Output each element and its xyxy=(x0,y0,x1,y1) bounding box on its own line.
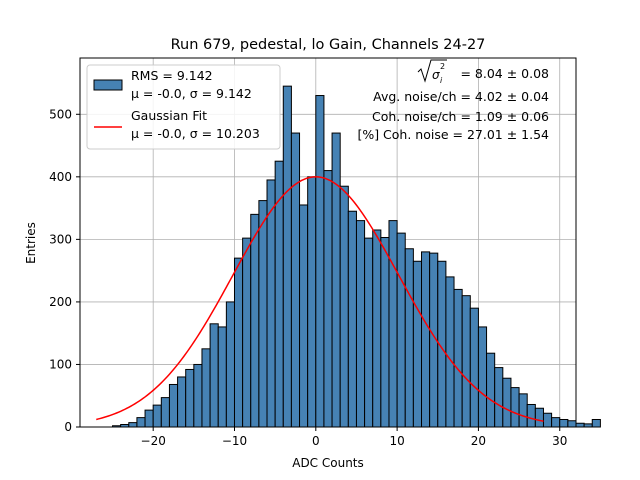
histogram-bar xyxy=(201,348,211,428)
gaussian-fit-curve xyxy=(96,176,544,422)
y-tick-label: 0 xyxy=(64,420,72,434)
histogram-bar xyxy=(364,237,374,428)
svg-text:2: 2 xyxy=(440,62,445,71)
histogram-bar xyxy=(217,326,227,428)
chart-title: Run 679, pedestal, lo Gain, Channels 24-… xyxy=(171,37,486,53)
histogram-bar xyxy=(225,301,235,428)
histogram-bar xyxy=(575,422,585,428)
histogram-bar xyxy=(242,237,252,428)
histogram-bar xyxy=(372,229,382,428)
legend-fit-line2: μ = -0.0, σ = 10.203 xyxy=(131,126,260,141)
plot-frame xyxy=(79,57,577,428)
histogram-bars xyxy=(112,85,601,428)
legend-fit-line1: Gaussian Fit xyxy=(131,108,207,123)
histogram-bar xyxy=(445,276,455,428)
histogram-bar xyxy=(250,213,260,428)
histogram-bar xyxy=(209,323,219,428)
histogram-bar xyxy=(128,422,138,428)
histogram-bar xyxy=(453,288,463,428)
histogram-bar xyxy=(331,132,341,428)
histogram-bar xyxy=(282,85,292,428)
histogram-bar xyxy=(412,260,423,428)
legend: RMS = 9.142 μ = -0.0, σ = 9.142 Gaussian… xyxy=(86,64,281,150)
x-tick-label: 0 xyxy=(312,434,320,448)
svg-text:i: i xyxy=(440,76,443,85)
histogram-bar xyxy=(144,409,154,428)
histogram-bar xyxy=(542,412,553,428)
histogram-bar xyxy=(339,185,349,428)
y-tick-label: 300 xyxy=(49,232,72,246)
histogram-bar xyxy=(307,176,317,428)
histogram-bar xyxy=(323,170,333,428)
histogram-bar xyxy=(534,407,544,428)
x-axis-ticks: −20 −10 0 10 20 30 xyxy=(141,427,567,448)
histogram-bar xyxy=(404,248,414,428)
histogram-bar xyxy=(380,236,390,428)
y-tick-label: 200 xyxy=(49,295,72,309)
histogram-bar xyxy=(551,417,561,428)
histogram-bar xyxy=(486,352,496,428)
histogram-bar xyxy=(299,204,309,428)
histogram-bar xyxy=(347,210,357,428)
histogram-bar xyxy=(233,257,244,428)
svg-text:σ: σ xyxy=(432,68,440,82)
histogram-bar xyxy=(559,418,569,428)
x-tick-label: 20 xyxy=(471,434,486,448)
y-tick-label: 400 xyxy=(49,170,72,184)
histogram-bar xyxy=(136,417,146,428)
x-tick-label: 30 xyxy=(552,434,567,448)
histogram-bar xyxy=(583,423,593,428)
y-axis-label: Entries xyxy=(24,222,38,264)
histogram-bar xyxy=(510,387,520,428)
histogram-bar xyxy=(567,420,577,428)
annotation-sqrt-value: = 8.04 ± 0.08 xyxy=(460,66,549,81)
histogram-bar xyxy=(421,251,431,428)
histogram-bar xyxy=(355,220,366,428)
x-axis-label: ADC Counts xyxy=(292,456,364,470)
histogram-bar xyxy=(168,383,179,428)
histogram-bar xyxy=(494,367,504,428)
legend-histogram-line2: μ = -0.0, σ = 9.142 xyxy=(131,86,252,101)
histogram-bar xyxy=(502,377,512,428)
y-tick-label: 500 xyxy=(49,107,72,121)
histogram-bar xyxy=(185,368,195,428)
histogram-bar xyxy=(258,200,268,428)
histogram-bar xyxy=(290,132,301,428)
y-axis-ticks: 0 100 200 300 400 500 xyxy=(49,107,80,434)
histogram-bar xyxy=(469,307,479,428)
sqrt-sigma-symbol: σ i 2 xyxy=(417,59,447,85)
x-tick-label: −20 xyxy=(141,434,166,448)
histogram-bar xyxy=(591,418,601,428)
annotation-coh-noise-pct: [%] Coh. noise = 27.01 ± 1.54 xyxy=(357,127,549,142)
legend-histogram-swatch xyxy=(93,79,123,91)
annotation-coh-noise: Coh. noise/ch = 1.09 ± 0.06 xyxy=(372,109,549,124)
x-tick-label: −10 xyxy=(222,434,247,448)
histogram-bar xyxy=(461,295,471,428)
histogram-bar xyxy=(315,95,325,428)
x-tick-label: 10 xyxy=(389,434,404,448)
histogram-bar xyxy=(518,393,528,428)
noise-annotations: σ i 2 = 8.04 ± 0.08 Avg. noise/ch = 4.02… xyxy=(357,59,549,142)
legend-histogram-line1: RMS = 9.142 xyxy=(131,68,213,83)
histogram-bar xyxy=(152,404,162,428)
histogram-bar xyxy=(177,376,187,428)
histogram-bar xyxy=(477,326,488,428)
histogram-bar xyxy=(388,220,398,428)
histogram-bar xyxy=(193,363,203,428)
histogram-bar xyxy=(526,403,536,428)
legend-box xyxy=(86,64,281,150)
y-tick-label: 100 xyxy=(49,357,72,371)
histogram-bar xyxy=(160,397,170,428)
histogram-bar xyxy=(396,232,406,428)
annotation-avg-noise: Avg. noise/ch = 4.02 ± 0.04 xyxy=(373,89,549,104)
histogram-bar xyxy=(266,179,276,428)
